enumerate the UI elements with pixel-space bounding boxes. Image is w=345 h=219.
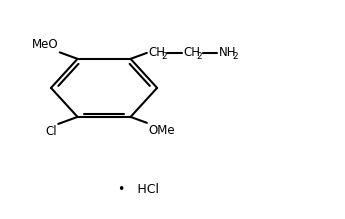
Text: CH: CH	[149, 46, 166, 59]
Text: OMe: OMe	[149, 124, 175, 137]
Text: 2: 2	[232, 52, 238, 61]
Text: NH: NH	[219, 46, 237, 59]
Text: 2: 2	[161, 52, 167, 61]
Text: 2: 2	[197, 52, 203, 61]
Text: Cl: Cl	[45, 125, 57, 138]
Text: •   HCl: • HCl	[118, 183, 159, 196]
Text: CH: CH	[184, 46, 201, 59]
Text: MeO: MeO	[31, 38, 58, 51]
